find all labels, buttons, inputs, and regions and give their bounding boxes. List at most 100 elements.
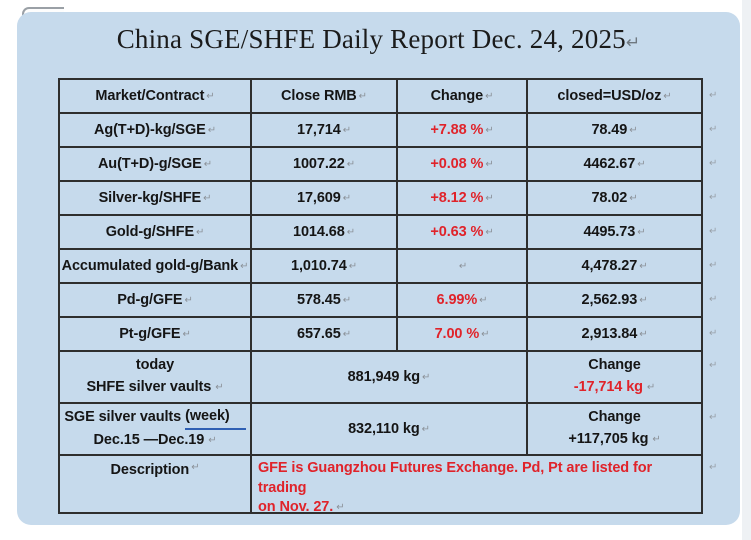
table-header-row: Market/Contract ↵ Close RMB ↵ Change ↵ clos… — [60, 80, 701, 114]
return-mark-icon: ↵ — [663, 90, 672, 102]
return-mark-icon: ↵ — [342, 124, 352, 136]
close-value: 1007.22 — [293, 156, 345, 172]
description-line1: GFE is Guangzhou Futures Exchange. Pd, P… — [258, 460, 653, 496]
return-mark-icon: ↵ — [485, 124, 494, 136]
vault-label-text: SGE silver vaults — [64, 409, 182, 426]
change-value: +7.88 % — [430, 122, 484, 138]
usd-value: 78.49 — [591, 122, 628, 138]
vault-change-value: +117,705 kg — [568, 431, 649, 447]
close-cell: 1007.22 ↵ — [252, 148, 398, 180]
return-mark-icon: ↵ — [207, 124, 217, 136]
table-row-silver: Silver-kg/SHFE ↵ 17,609 ↵ +8.12 % ↵ 78.02 ↵ — [60, 182, 701, 216]
vault-label-line2: Dec.15 —Dec.19 ↵ — [94, 430, 217, 452]
header-label: Close RMB — [281, 88, 357, 104]
vault-change-label-line: Change — [588, 355, 641, 377]
header-market-contract: Market/Contract ↵ — [60, 80, 252, 112]
row-end-marks-column: ↵ ↵ ↵ ↵ ↵ ↵ ↵ ↵ ↵ ↵ ↵ — [709, 78, 727, 510]
close-cell: 17,609 ↵ — [252, 182, 398, 214]
return-mark-icon: ↵ — [342, 328, 352, 340]
close-cell: 1,010.74 ↵ — [252, 250, 398, 282]
row-end-return-mark: ↵ — [709, 412, 718, 423]
return-mark-icon: ↵ — [184, 294, 193, 306]
return-mark-icon: ↵ — [458, 260, 468, 272]
close-cell: 657.65 ↵ — [252, 318, 398, 350]
market-cell: Gold-g/SHFE ↵ — [60, 216, 252, 248]
market-label: Pd-g/GFE — [117, 292, 183, 308]
market-cell: Pd-g/GFE ↵ — [60, 284, 252, 316]
vault-change-cell: Change -17,714 kg ↵ — [528, 352, 701, 402]
vault-value-cell: 881,949 kg ↵ — [252, 352, 528, 402]
market-label: Silver-kg/SHFE — [98, 190, 202, 206]
change-cell: ↵ — [398, 250, 528, 282]
return-mark-icon: ↵ — [629, 124, 638, 136]
header-closed-usd-oz: closed=USD/oz ↵ — [528, 80, 701, 112]
return-mark-icon: ↵ — [348, 260, 357, 272]
market-cell: Accumulated gold-g/Bank ↵ — [60, 250, 252, 282]
return-mark-icon: ↵ — [639, 294, 648, 306]
return-mark-icon: ↵ — [637, 226, 646, 238]
description-line2-wrap: on Nov. 27. ↵ — [258, 498, 695, 518]
vault-label-cell: today SHFE silver vaults ↵ — [60, 352, 252, 402]
usd-cell: 2,913.84 ↵ — [528, 318, 701, 350]
return-mark-icon: ↵ — [485, 90, 494, 102]
row-end-return-mark: ↵ — [709, 360, 718, 371]
usd-cell: 4495.73 ↵ — [528, 216, 701, 248]
table-row-pd: Pd-g/GFE ↵ 578.45 ↵ 6.99% ↵ 2,562.93 ↵ — [60, 284, 701, 318]
change-value: 6.99% — [436, 292, 478, 308]
close-value: 17,714 — [296, 122, 341, 138]
vault-value: 832,110 kg — [348, 421, 420, 437]
change-cell: +0.08 % ↵ — [398, 148, 528, 180]
description-text: GFE is Guangzhou Futures Exchange. Pd, P… — [258, 459, 695, 518]
vault-change-label: Change — [588, 357, 641, 374]
vault-change-value-line: +117,705 kg ↵ — [568, 429, 660, 451]
table-row-shfe-vaults: today SHFE silver vaults ↵ 881,949 kg ↵ Ch… — [60, 352, 701, 404]
header-close-rmb: Close RMB ↵ — [252, 80, 398, 112]
change-value: +0.63 % — [430, 224, 484, 240]
close-value: 1014.68 — [293, 224, 345, 240]
vault-label-line2: SHFE silver vaults ↵ — [86, 377, 223, 399]
usd-value: 4462.67 — [583, 156, 636, 172]
return-mark-icon: ↵ — [346, 158, 355, 170]
table-row-sge-vaults: SGE silver vaults (week) Dec.15 —Dec.19 ↵… — [60, 404, 701, 456]
return-mark-icon: ↵ — [485, 192, 494, 204]
return-mark-icon: ↵ — [336, 502, 345, 514]
return-mark-icon: ↵ — [485, 158, 494, 170]
return-mark-icon: ↵ — [485, 226, 494, 238]
change-value: 7.00 % — [434, 326, 480, 342]
usd-cell: 4,478.27 ↵ — [528, 250, 701, 282]
usd-value: 2,562.93 — [581, 292, 638, 308]
close-cell: 17,714 ↵ — [252, 114, 398, 146]
change-value: +0.08 % — [430, 156, 484, 172]
vault-change-label: Change — [588, 409, 641, 426]
row-end-return-mark: ↵ — [709, 293, 718, 305]
change-cell: +7.88 % ↵ — [398, 114, 528, 146]
usd-cell: 2,562.93 ↵ — [528, 284, 701, 316]
description-text-cell: GFE is Guangzhou Futures Exchange. Pd, P… — [252, 456, 701, 515]
return-mark-icon: ↵ — [342, 294, 352, 306]
return-mark-icon: ↵ — [422, 371, 431, 383]
close-value: 1,010.74 — [291, 258, 347, 274]
return-mark-icon: ↵ — [421, 423, 430, 435]
return-mark-icon: ↵ — [629, 192, 638, 204]
return-mark-icon: ↵ — [215, 382, 224, 394]
return-mark-icon: ↵ — [342, 192, 352, 204]
header-change: Change ↵ — [398, 80, 528, 112]
header-label: Change — [430, 88, 484, 104]
report-title-text: China SGE/SHFE Daily Report Dec. 24, 202… — [116, 24, 626, 54]
change-cell: +0.63 % ↵ — [398, 216, 528, 248]
market-cell: Pt-g/GFE ↵ — [60, 318, 252, 350]
return-mark-icon: ↵ — [646, 382, 656, 394]
table-row-gold: Gold-g/SHFE ↵ 1014.68 ↵ +0.63 % ↵ 4495.73 ↵ — [60, 216, 701, 250]
return-mark-icon: ↵ — [208, 435, 217, 447]
return-mark-icon: ↵ — [639, 260, 648, 272]
table-row-description: Description ↵ GFE is Guangzhou Futures Ex… — [60, 456, 701, 515]
vault-label-cell: SGE silver vaults (week) Dec.15 —Dec.19 ↵ — [60, 404, 252, 454]
usd-value: 2,913.84 — [581, 326, 638, 342]
vault-label-line1: today — [136, 355, 174, 377]
return-mark-icon: ↵ — [639, 328, 648, 340]
return-mark-icon: ↵ — [203, 192, 212, 204]
vault-value-cell: 832,110 kg ↵ — [252, 404, 528, 454]
market-cell: Ag(T+D)-kg/SGE ↵ — [60, 114, 252, 146]
market-cell: Silver-kg/SHFE ↵ — [60, 182, 252, 214]
vault-change-value: -17,714 kg — [573, 379, 643, 395]
